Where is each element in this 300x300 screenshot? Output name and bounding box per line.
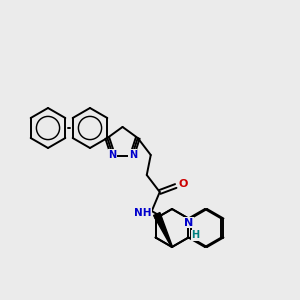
Polygon shape <box>154 212 172 247</box>
Text: N: N <box>129 150 137 160</box>
Text: N: N <box>108 150 116 160</box>
Text: O: O <box>178 179 188 189</box>
Text: N: N <box>184 218 193 227</box>
Text: H: H <box>191 230 200 241</box>
Text: NH: NH <box>134 208 152 218</box>
